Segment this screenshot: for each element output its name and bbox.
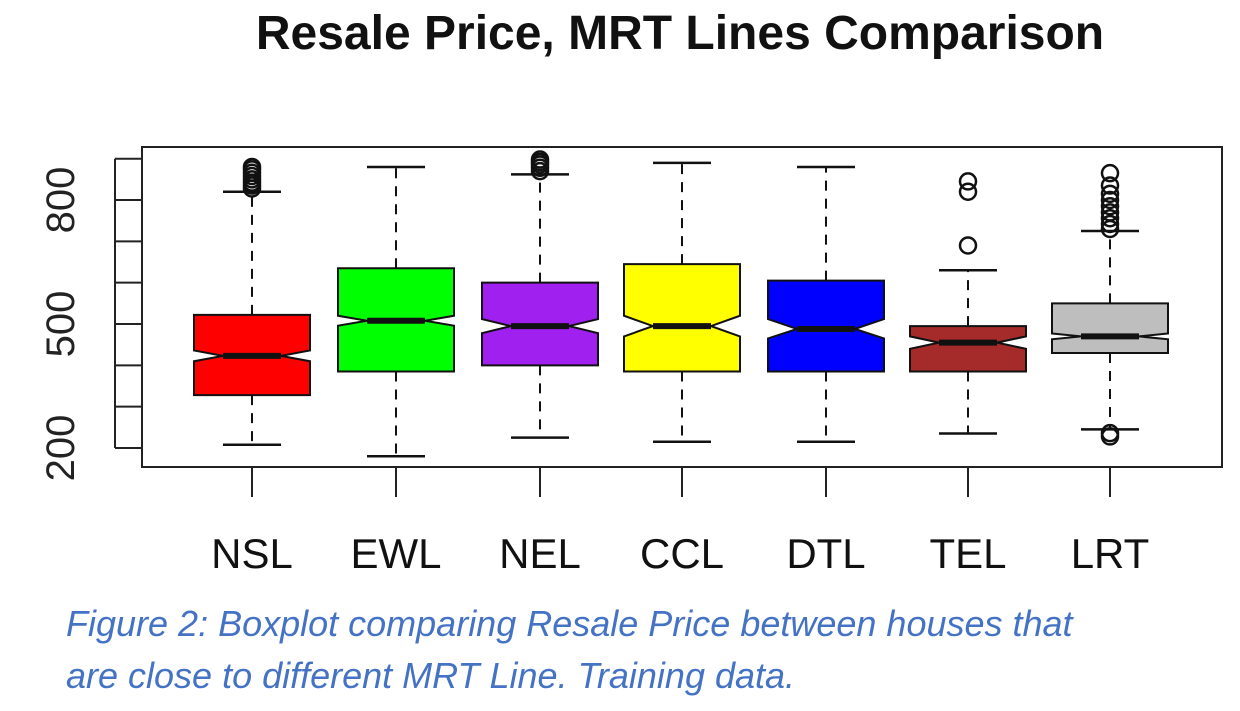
x-tick-label-tel: TEL xyxy=(929,530,1006,577)
x-tick-label-ccl: CCL xyxy=(640,530,724,577)
outlier-point xyxy=(1100,184,1120,204)
y-tick-label-500: 500 xyxy=(39,291,83,358)
box-ewl xyxy=(337,165,455,458)
box-dtl xyxy=(767,165,885,444)
box-nsl xyxy=(193,157,311,446)
box-nel xyxy=(481,150,599,439)
x-tick-label-ewl: EWL xyxy=(350,530,441,577)
outlier-point xyxy=(1100,163,1120,183)
boxes xyxy=(193,150,1169,458)
boxplot-chart: 200 500 800 NSL EWL NEL CCL DTL TEL LRT xyxy=(39,146,1223,577)
chart-title: Resale Price, MRT Lines Comparison xyxy=(255,7,1105,60)
x-tick-label-dtl: DTL xyxy=(786,530,865,577)
outlier-point xyxy=(1100,196,1120,216)
box-body xyxy=(623,263,741,373)
outlier-point xyxy=(958,172,978,191)
box-lrt xyxy=(1051,163,1169,446)
outlier-point xyxy=(958,236,978,255)
x-tick-label-nel: NEL xyxy=(499,530,581,577)
box-body xyxy=(909,325,1027,373)
x-tick-label-lrt: LRT xyxy=(1071,530,1150,577)
outlier-point xyxy=(1100,214,1120,234)
x-axis: NSL EWL NEL CCL DTL TEL LRT xyxy=(211,467,1149,577)
x-tick-label-nsl: NSL xyxy=(211,530,293,577)
outlier-point xyxy=(1100,203,1120,222)
outlier-point xyxy=(1100,208,1120,228)
plot-frame xyxy=(141,146,1223,468)
outlier-point xyxy=(958,182,978,202)
outlier-point xyxy=(1100,190,1120,210)
outlier-point xyxy=(242,157,262,177)
y-tick-label-800: 800 xyxy=(39,167,83,234)
y-axis: 200 500 800 xyxy=(39,157,142,482)
y-tick-label-200: 200 xyxy=(39,415,83,482)
outlier-point xyxy=(1100,176,1120,195)
box-body xyxy=(1051,302,1169,354)
caption-line-2: are close to different MRT Line. Trainin… xyxy=(66,655,796,696)
box-ccl xyxy=(623,161,741,444)
box-tel xyxy=(909,172,1027,435)
caption-line-1: Figure 2: Boxplot comparing Resale Price… xyxy=(66,603,1073,644)
outlier-point xyxy=(530,150,550,169)
figure-caption: Figure 2: Boxplot comparing Resale Price… xyxy=(66,598,1206,702)
outlier-point xyxy=(1100,423,1120,443)
